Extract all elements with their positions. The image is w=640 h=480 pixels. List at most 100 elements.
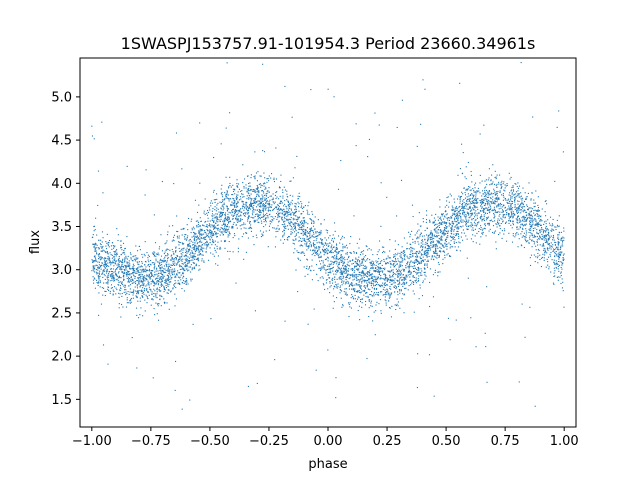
data-point: [316, 273, 318, 275]
data-point: [128, 279, 130, 281]
data-point: [524, 217, 527, 219]
data-point: [122, 272, 125, 274]
data-point: [422, 241, 424, 243]
data-point: [113, 255, 115, 257]
data-point: [181, 408, 183, 410]
data-point: [357, 258, 359, 260]
data-point: [225, 176, 227, 178]
data-point: [419, 263, 421, 265]
data-point: [368, 307, 370, 309]
data-point: [404, 283, 406, 285]
data-point: [198, 238, 200, 240]
data-point: [110, 273, 112, 275]
data-point: [127, 255, 129, 257]
data-point: [236, 196, 238, 198]
data-point: [406, 248, 408, 250]
data-point: [208, 235, 210, 238]
data-point: [132, 260, 134, 262]
data-point: [161, 180, 163, 183]
data-point: [500, 187, 502, 190]
data-point: [237, 219, 239, 221]
data-point: [236, 197, 238, 199]
data-point: [104, 261, 106, 263]
data-point: [282, 236, 284, 238]
data-point: [524, 209, 526, 211]
data-point: [442, 233, 444, 235]
data-point: [192, 259, 194, 261]
data-point: [262, 200, 264, 203]
data-point: [109, 259, 111, 261]
data-point: [224, 240, 226, 243]
data-point: [132, 272, 134, 274]
data-point: [131, 273, 133, 275]
data-point: [523, 232, 525, 234]
data-point: [303, 217, 305, 219]
data-point: [503, 189, 505, 191]
data-point: [484, 227, 486, 229]
data-point: [285, 215, 287, 217]
data-point: [167, 270, 169, 272]
data-point: [468, 225, 470, 227]
data-point: [338, 264, 340, 266]
data-point: [462, 229, 464, 231]
data-point: [168, 278, 170, 280]
data-point: [467, 204, 469, 206]
data-point: [386, 288, 388, 290]
data-point: [225, 228, 228, 230]
data-point: [377, 263, 379, 265]
data-point: [494, 210, 496, 212]
data-point: [107, 279, 109, 281]
data-point: [300, 223, 302, 225]
data-point: [396, 215, 398, 217]
data-point: [526, 195, 528, 198]
data-point: [389, 295, 391, 297]
data-point: [450, 230, 452, 232]
data-point: [484, 223, 486, 225]
data-point: [195, 248, 197, 250]
data-point: [194, 199, 196, 201]
data-point: [106, 276, 108, 278]
data-point: [318, 253, 320, 255]
data-point: [104, 290, 106, 292]
data-point: [545, 227, 547, 229]
data-point: [399, 283, 401, 285]
data-point: [388, 297, 390, 299]
data-point: [516, 211, 518, 213]
data-point: [262, 195, 264, 197]
data-point: [186, 224, 188, 226]
data-point: [322, 277, 324, 279]
data-point: [115, 293, 117, 295]
data-point: [168, 263, 170, 265]
data-point: [436, 245, 438, 247]
data-point: [180, 248, 182, 250]
data-point: [165, 286, 168, 289]
data-point: [451, 220, 453, 222]
data-point: [237, 183, 240, 185]
data-point: [247, 212, 249, 214]
data-point: [413, 281, 415, 284]
data-point: [236, 214, 238, 216]
data-point: [457, 230, 459, 233]
data-point: [493, 213, 495, 215]
data-point: [511, 189, 513, 191]
data-point: [501, 230, 503, 232]
data-point: [486, 286, 488, 288]
data-point: [245, 207, 247, 209]
data-point: [415, 258, 417, 260]
data-point: [141, 261, 143, 263]
data-point: [109, 261, 111, 263]
data-point: [198, 252, 200, 254]
data-point: [177, 276, 179, 278]
data-point: [203, 247, 205, 249]
data-point: [245, 202, 247, 204]
data-point: [421, 261, 423, 263]
data-point: [399, 261, 401, 263]
data-point: [145, 266, 147, 268]
data-point: [562, 245, 564, 247]
data-point: [481, 203, 483, 205]
data-point: [538, 235, 541, 237]
data-point: [93, 260, 95, 262]
data-point: [254, 201, 256, 203]
data-point: [560, 252, 562, 254]
data-point: [460, 196, 462, 198]
